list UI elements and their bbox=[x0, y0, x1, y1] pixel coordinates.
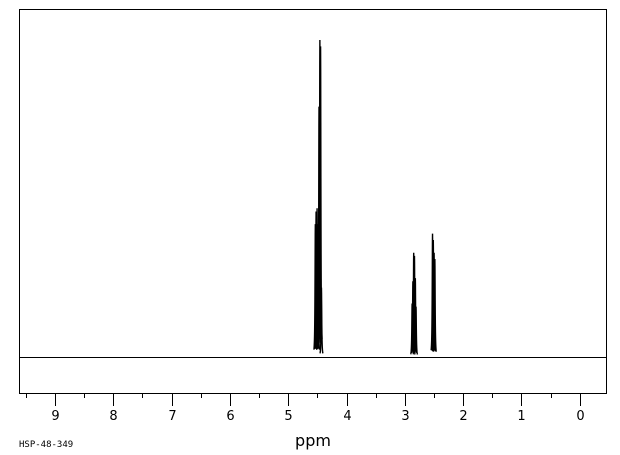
x-tick-label: 2 bbox=[459, 409, 467, 424]
x-axis-title: ppm bbox=[295, 431, 331, 450]
x-axis-tick-labels: 9 8 7 6 5 4 3 2 1 0 bbox=[51, 409, 584, 424]
plot-frame bbox=[19, 9, 607, 394]
x-tick-label: 3 bbox=[401, 409, 409, 424]
spectrum-peak bbox=[413, 306, 419, 355]
spectrum-peak bbox=[432, 259, 437, 352]
spectrum-peaks bbox=[313, 39, 437, 355]
x-tick-label: 4 bbox=[343, 409, 351, 424]
x-axis-ticks bbox=[26, 393, 581, 406]
x-tick-label: 8 bbox=[109, 409, 117, 424]
x-tick-label: 7 bbox=[168, 409, 176, 424]
spectrum-id-label: HSP-48-349 bbox=[19, 440, 73, 450]
x-tick-label: 6 bbox=[226, 409, 234, 424]
spectrum-peak bbox=[319, 287, 324, 354]
x-tick-label: 9 bbox=[51, 409, 59, 424]
x-tick-label: 0 bbox=[576, 409, 584, 424]
x-tick-label: 1 bbox=[517, 409, 525, 424]
x-tick-label: 5 bbox=[284, 409, 292, 424]
spectrum-peak bbox=[432, 252, 437, 352]
